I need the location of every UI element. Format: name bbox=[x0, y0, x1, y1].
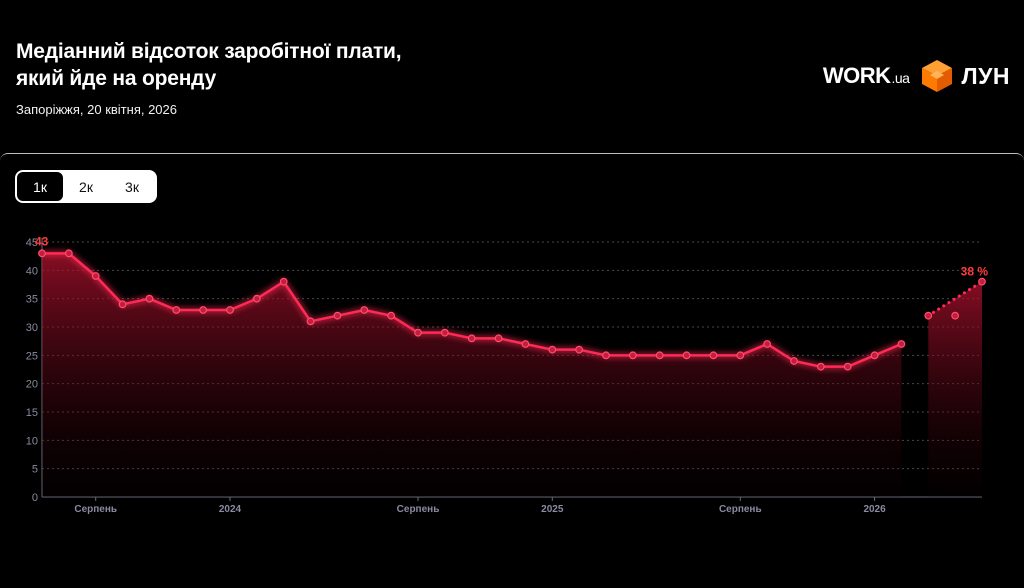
x-tick-label-2025-01: 2025 bbox=[541, 504, 564, 515]
x-tick-label-2024-01: 2024 bbox=[219, 504, 242, 515]
data-point bbox=[199, 306, 208, 314]
forecast-line bbox=[926, 280, 984, 318]
y-tick-label-35: 35 bbox=[26, 294, 38, 306]
data-point bbox=[709, 351, 718, 360]
data-point bbox=[843, 362, 852, 371]
data-point bbox=[951, 311, 960, 320]
y-tick-label-10: 10 bbox=[26, 435, 38, 447]
y-tick-label-15: 15 bbox=[26, 407, 38, 419]
tab-1k[interactable]: 1к bbox=[17, 172, 63, 201]
data-point bbox=[521, 340, 530, 348]
data-point bbox=[440, 328, 449, 337]
start-value-label: 43 bbox=[35, 234, 49, 248]
data-point bbox=[91, 272, 100, 280]
data-point bbox=[870, 351, 879, 360]
lun-logo[interactable]: ЛУН bbox=[921, 59, 1010, 93]
data-point bbox=[145, 294, 154, 303]
work-ua-logo[interactable]: WORK .ua bbox=[823, 63, 910, 89]
page-subtitle: Запоріжжя, 20 квітня, 2026 bbox=[16, 102, 177, 117]
series-area-forecast bbox=[928, 281, 982, 497]
data-point bbox=[333, 311, 342, 320]
data-point bbox=[763, 340, 772, 348]
y-tick-label-25: 25 bbox=[26, 350, 38, 362]
room-count-selector: 1к 2к 3к bbox=[15, 170, 157, 203]
data-point bbox=[118, 300, 127, 309]
data-point bbox=[226, 306, 234, 314]
data-point bbox=[64, 249, 73, 258]
data-point bbox=[387, 311, 396, 320]
y-tick-label-0: 0 bbox=[32, 492, 38, 504]
series-area-main bbox=[42, 253, 902, 497]
x-tick-label-2023-08: Серпень bbox=[74, 504, 117, 515]
header: Медіанний відсоток заробітної плати, яки… bbox=[0, 0, 1024, 152]
data-point bbox=[655, 351, 664, 360]
lun-cube-icon bbox=[922, 60, 953, 92]
data-point bbox=[575, 345, 584, 354]
data-point bbox=[897, 340, 906, 348]
y-tick-label-5: 5 bbox=[32, 464, 38, 476]
data-point bbox=[172, 306, 181, 314]
data-point bbox=[467, 334, 476, 343]
y-tick-label-40: 40 bbox=[26, 265, 38, 277]
data-point bbox=[736, 351, 745, 360]
data-point bbox=[360, 306, 369, 314]
x-tick-label-2024-08: Серпень bbox=[397, 504, 440, 515]
work-logo-text: WORK bbox=[822, 63, 891, 88]
data-point bbox=[682, 351, 691, 360]
work-logo-domain: .ua bbox=[891, 70, 910, 86]
data-point bbox=[628, 351, 637, 360]
data-point bbox=[38, 249, 46, 258]
tab-2k[interactable]: 2к bbox=[79, 178, 93, 195]
page-title: Медіанний відсоток заробітної плати, яки… bbox=[16, 40, 402, 90]
chart-card: 1к 2к 3к 0 5 10 15 20 25 30 35 40 45 Серпень 2024 Се… bbox=[0, 153, 1024, 588]
lun-logo-text: ЛУН bbox=[961, 62, 1010, 89]
data-point bbox=[306, 317, 315, 326]
forecast-point-end bbox=[978, 277, 986, 286]
data-point bbox=[279, 277, 288, 286]
data-point bbox=[252, 294, 261, 303]
x-tick-label-2025-08: Серпень bbox=[719, 504, 762, 515]
data-point bbox=[816, 362, 825, 371]
logos: WORK .ua ЛУН bbox=[823, 58, 1010, 94]
y-tick-label-45: 45 bbox=[26, 237, 38, 249]
data-point bbox=[790, 357, 798, 365]
x-tick-label-2026-01: 2026 bbox=[863, 504, 886, 515]
forecast-point-start bbox=[924, 311, 933, 320]
y-tick-label-30: 30 bbox=[26, 322, 38, 334]
data-point bbox=[548, 345, 557, 354]
tab-3k[interactable]: 3к bbox=[125, 178, 139, 195]
data-point bbox=[602, 351, 610, 360]
end-value-label: 38 % bbox=[961, 265, 989, 279]
y-tick-label-20: 20 bbox=[26, 379, 38, 391]
data-point bbox=[494, 334, 503, 343]
data-point bbox=[414, 328, 422, 337]
